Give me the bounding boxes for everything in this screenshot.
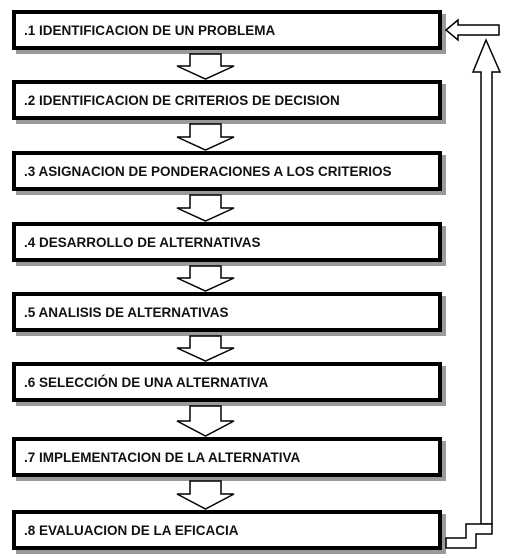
up-arrow-icon xyxy=(471,38,502,525)
step-label-6: .6 SELECCIÓN DE UNA ALTERNATIVA xyxy=(24,374,269,390)
down-arrow-icon xyxy=(176,53,235,80)
step-label-4: .4 DESARROLLO DE ALTERNATIVAS xyxy=(24,234,261,250)
step-label-7: .7 IMPLEMENTACION DE LA ALTERNATIVA xyxy=(24,449,301,465)
down-arrow-icon xyxy=(176,265,235,292)
step-box-8: .8 EVALUACION DE LA EFICACIA xyxy=(12,510,442,550)
down-arrow-icon xyxy=(176,335,235,362)
step-label-1: .1 IDENTIFICACION DE UN PROBLEMA xyxy=(24,22,276,38)
down-arrow-icon xyxy=(176,123,235,151)
step-label-5: .5 ANALISIS DE ALTERNATIVAS xyxy=(24,304,229,320)
step-box-5: .5 ANALISIS DE ALTERNATIVAS xyxy=(12,292,442,332)
step-box-1: .1 IDENTIFICACION DE UN PROBLEMA xyxy=(12,10,442,50)
left-arrow-icon xyxy=(444,18,500,42)
step-label-8: .8 EVALUACION DE LA EFICACIA xyxy=(24,522,239,538)
loop-connector xyxy=(445,523,493,549)
step-box-3: .3 ASIGNACION DE PONDERACIONES A LOS CRI… xyxy=(12,151,442,191)
step-box-4: .4 DESARROLLO DE ALTERNATIVAS xyxy=(12,222,442,262)
step-box-7: .7 IMPLEMENTACION DE LA ALTERNATIVA xyxy=(12,437,442,477)
down-arrow-icon xyxy=(176,194,235,222)
down-arrow-icon xyxy=(176,480,235,510)
step-box-6: .6 SELECCIÓN DE UNA ALTERNATIVA xyxy=(12,362,442,402)
step-box-2: .2 IDENTIFICACION DE CRITERIOS DE DECISI… xyxy=(12,80,442,120)
step-label-3: .3 ASIGNACION DE PONDERACIONES A LOS CRI… xyxy=(24,163,392,179)
down-arrow-icon xyxy=(176,405,235,437)
step-label-2: .2 IDENTIFICACION DE CRITERIOS DE DECISI… xyxy=(24,92,340,108)
